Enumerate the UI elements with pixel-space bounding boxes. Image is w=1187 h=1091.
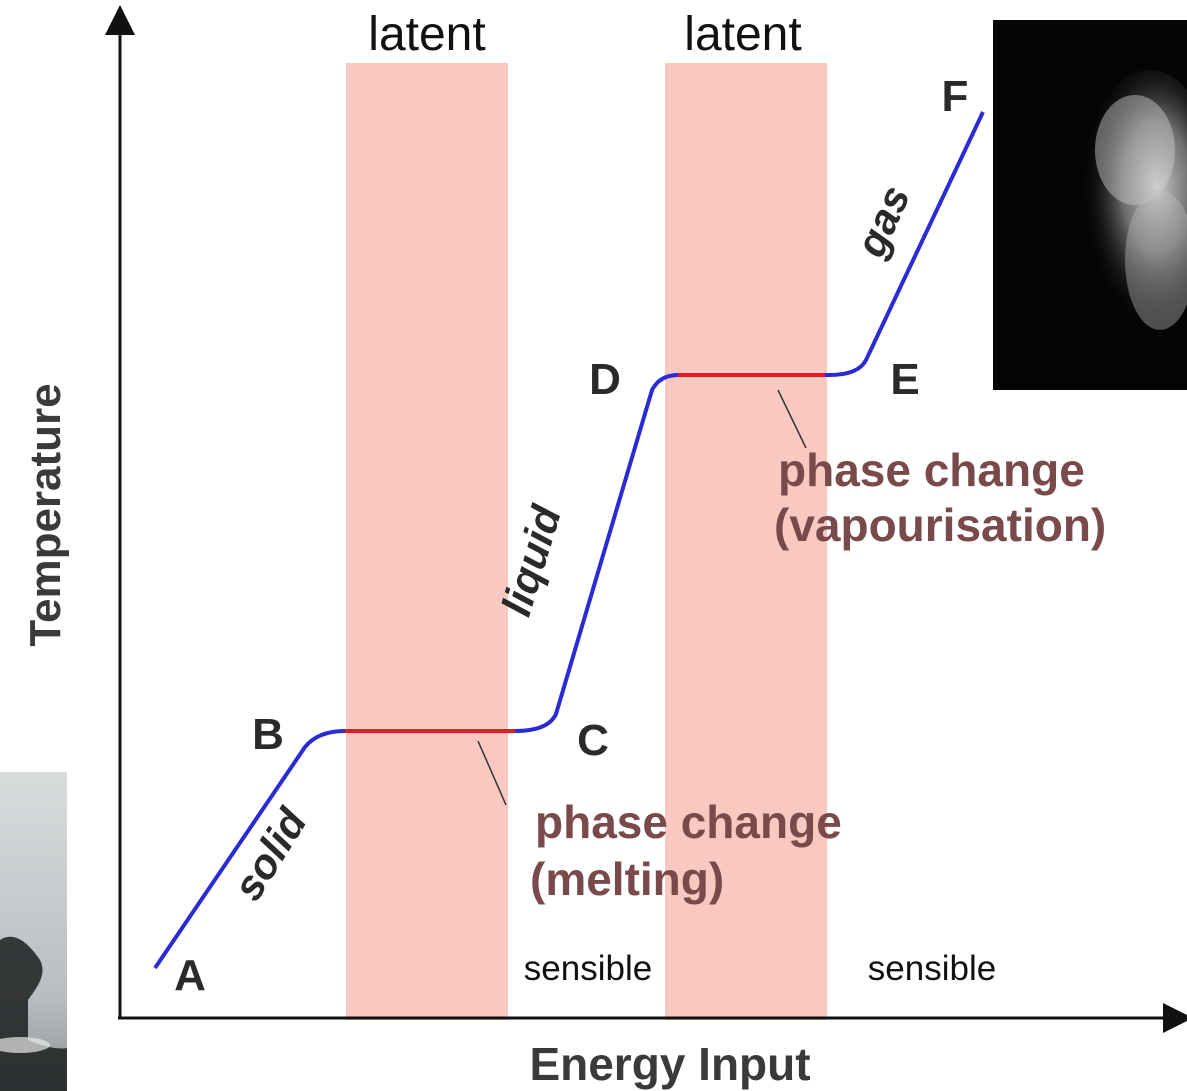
point-label-c: C [577,716,609,765]
sensible-label-2: sensible [868,949,996,988]
latent-label-vapourisation: latent [684,8,801,61]
solid-segment [153,729,346,970]
point-label-e: E [890,355,919,404]
melting-leader [477,740,507,806]
x-axis-label: Energy Input [529,1038,810,1090]
latent-band-vapourisation [665,63,827,1020]
vapour-annotation-line2: (vapourisation) [774,499,1106,551]
ice-photo [0,772,67,1091]
point-label-a: A [174,951,206,1000]
sensible-label-1: sensible [524,949,652,988]
gas-label: gas [846,178,919,264]
point-label-d: D [589,355,621,404]
point-label-f: F [942,72,969,121]
vapour-annotation-line1: phase change [778,444,1085,496]
gas-segment [824,111,985,378]
vapourisation-leader [777,389,807,449]
latent-label-melting: latent [368,8,485,61]
melting-annotation-line2: (melting) [530,853,724,905]
melting-annotation-line1: phase change [535,796,842,848]
point-label-b: B [252,710,284,759]
solid-label: solid [224,799,317,908]
liquid-segment [514,373,679,733]
steam-photo [993,20,1187,390]
y-axis-label: Temperature [21,383,70,646]
latent-band-melting [346,63,508,1020]
